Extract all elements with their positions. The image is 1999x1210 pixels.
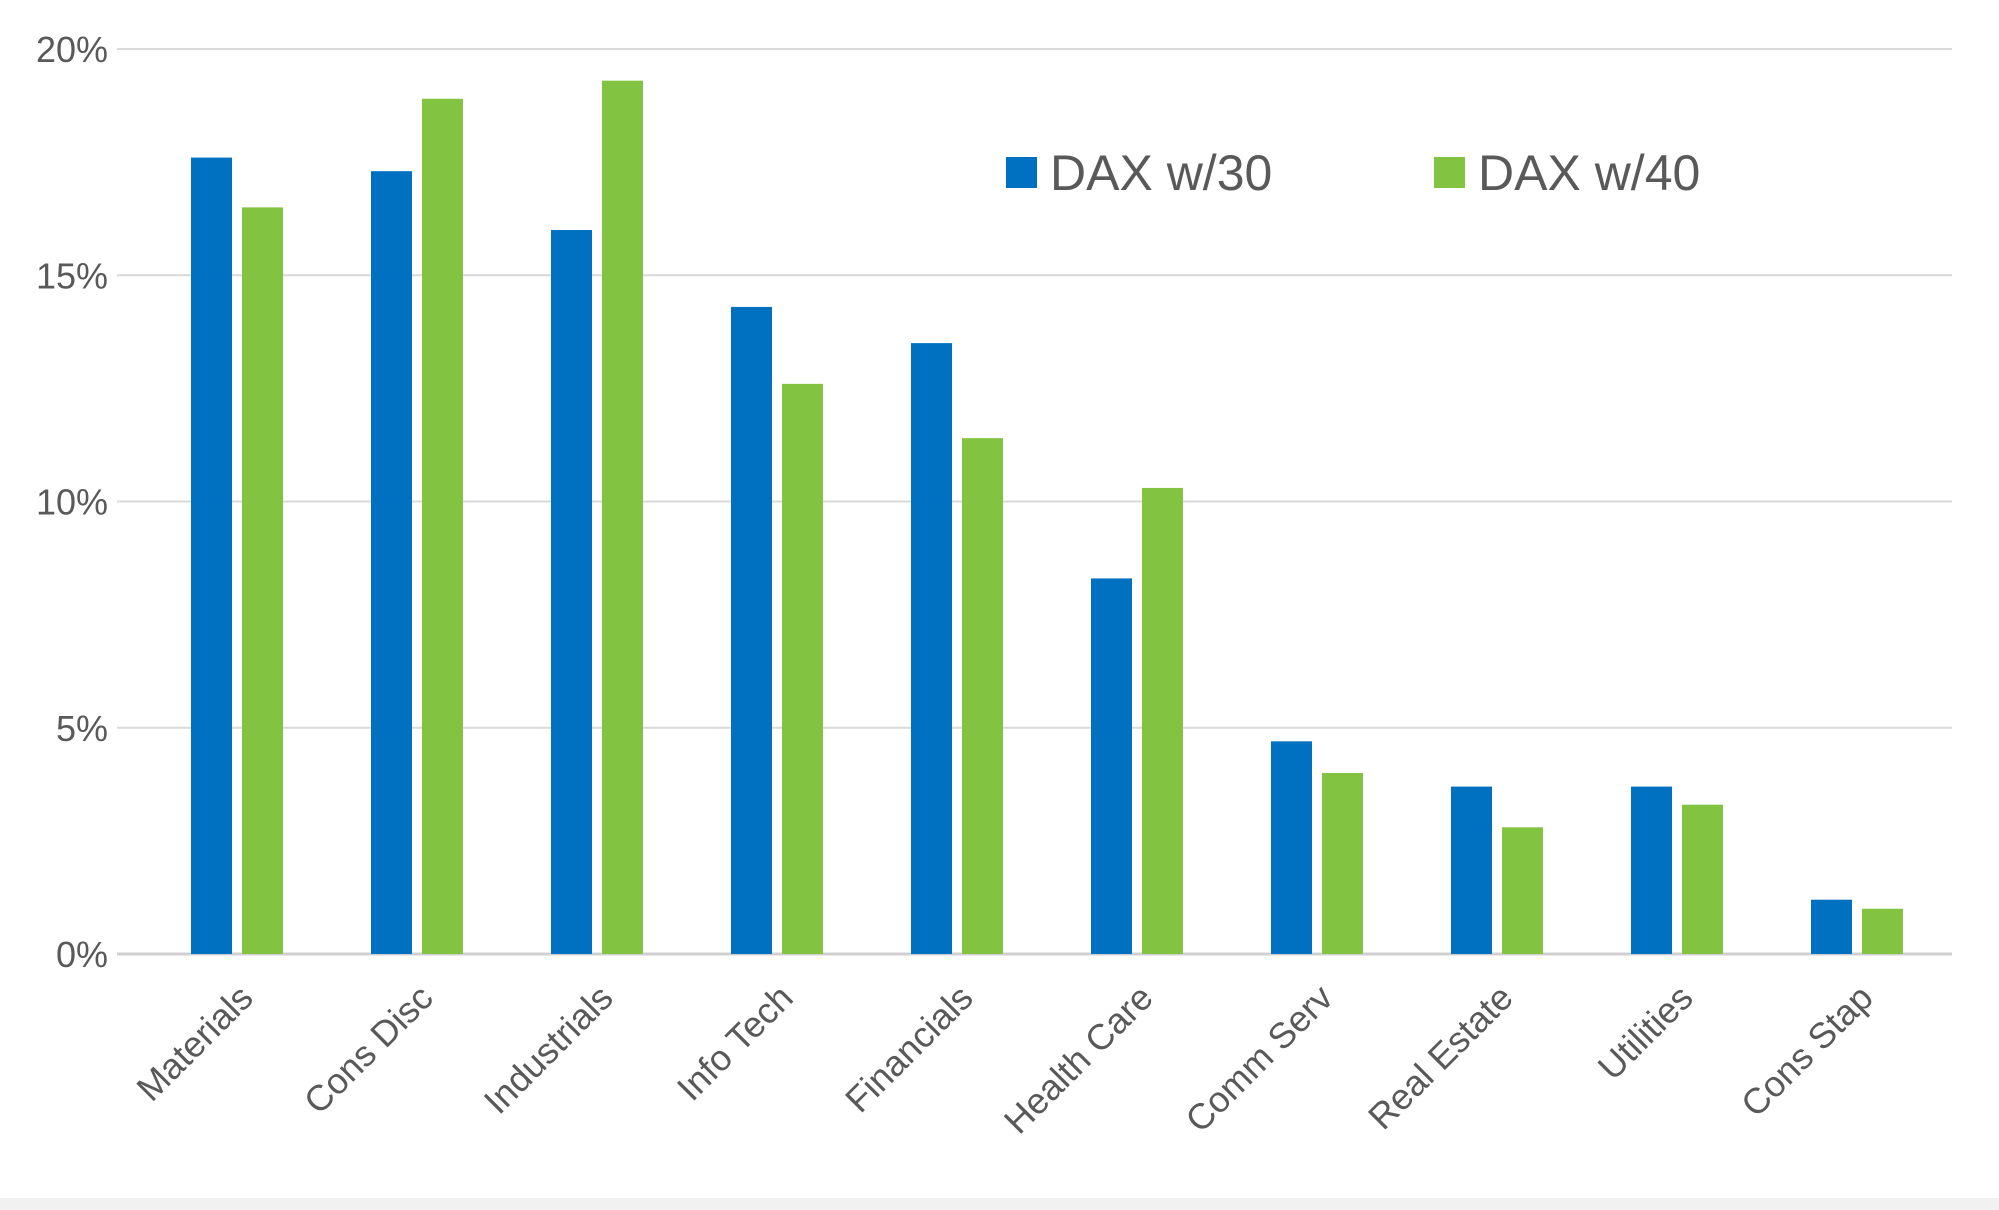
bar-series-1: [1811, 899, 1852, 954]
legend-swatch: [1434, 157, 1465, 188]
bar-series-1: [1091, 578, 1132, 954]
legend-label: DAX w/30: [1050, 145, 1272, 201]
legend-label: DAX w/40: [1478, 145, 1700, 201]
x-category-label: Industrials: [476, 977, 621, 1122]
y-tick-label: 10%: [36, 482, 108, 523]
x-category-label: Info Tech: [669, 977, 801, 1109]
bar-series-1: [731, 306, 772, 954]
legend-swatch: [1006, 157, 1037, 188]
bar-series-1: [1631, 786, 1672, 954]
y-axis-tick-labels: 0% 5% 10% 15% 20%: [36, 29, 108, 975]
bar-series-2: [1142, 487, 1183, 954]
bar-series-2: [782, 383, 823, 955]
bar-series-1: [371, 171, 412, 955]
bar-series-1: [1271, 741, 1312, 954]
y-tick-label: 5%: [56, 708, 108, 749]
bar-series-2: [422, 98, 463, 954]
x-category-label: Cons Stap: [1733, 977, 1881, 1125]
bar-series-2: [1862, 908, 1903, 954]
y-tick-label: 20%: [36, 29, 108, 70]
bar-series-1: [551, 230, 592, 954]
bar-series-2: [1322, 773, 1363, 954]
bar-series-2: [1502, 827, 1543, 954]
bar-series-2: [1682, 804, 1723, 954]
x-category-label: Comm Serv: [1177, 977, 1340, 1140]
bar-series-1: [191, 157, 232, 955]
legend: DAX w/30 DAX w/40: [1006, 145, 1700, 201]
bar-series-1: [911, 343, 952, 954]
legend-item: DAX w/30: [1006, 145, 1272, 201]
bottom-band: [0, 1198, 1999, 1210]
x-category-label: Materials: [128, 977, 260, 1109]
bar-series-2: [962, 438, 1003, 954]
x-category-label: Health Care: [996, 977, 1161, 1142]
bar-series-2: [242, 207, 283, 954]
x-category-label: Utilities: [1590, 977, 1701, 1088]
x-category-label: Financials: [837, 977, 981, 1121]
bars: [191, 80, 1903, 955]
x-category-label: Cons Disc: [296, 977, 441, 1122]
legend-item: DAX w/40: [1434, 145, 1700, 201]
y-tick-label: 0%: [56, 934, 108, 975]
x-category-label: Real Estate: [1360, 977, 1521, 1138]
y-tick-label: 15%: [36, 255, 108, 296]
bar-series-2: [602, 80, 643, 955]
x-axis-category-labels: Materials Cons Disc Industrials Info Tech Fi…: [128, 977, 1880, 1142]
bar-series-1: [1451, 786, 1492, 954]
